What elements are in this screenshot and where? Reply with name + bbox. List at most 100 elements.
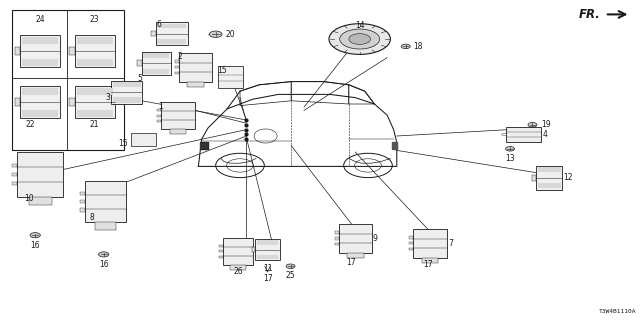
Circle shape [506,147,515,151]
Bar [223,237,253,265]
Polygon shape [200,142,208,149]
Text: 6: 6 [157,20,162,29]
Bar [175,66,179,68]
Text: 16: 16 [99,260,109,269]
Text: 12: 12 [563,173,573,182]
Text: 19: 19 [541,120,550,129]
Bar [111,81,142,104]
Bar [339,224,372,253]
Bar [536,166,562,189]
Text: 17: 17 [346,258,356,267]
Bar [77,110,113,117]
Bar [187,82,204,87]
Bar [170,130,186,134]
Text: 9: 9 [372,234,378,243]
Bar [157,24,186,28]
Bar [175,72,179,74]
Circle shape [329,24,390,54]
Text: 3: 3 [105,93,110,102]
Bar [75,35,115,67]
Bar [179,53,212,82]
Bar [161,102,195,130]
Bar [230,265,246,270]
Bar [538,183,561,188]
Bar [538,167,561,172]
Bar [113,98,141,102]
Bar [257,240,278,244]
Bar [22,59,58,66]
Text: 2: 2 [178,52,182,61]
Bar [413,229,447,258]
Text: 13: 13 [505,154,515,163]
Circle shape [340,29,380,49]
Bar [12,164,17,167]
Bar [22,110,58,117]
Bar [151,31,156,36]
Bar [77,88,113,95]
Bar [422,258,438,263]
Text: 26: 26 [233,267,243,276]
Circle shape [30,233,40,238]
Bar [85,181,127,222]
Bar [218,66,243,88]
Bar [410,242,413,244]
Bar [69,47,75,55]
Text: 16: 16 [30,241,40,250]
Text: 15: 15 [218,66,227,75]
Bar [77,59,113,66]
Text: FR.: FR. [579,8,600,21]
Bar [410,236,413,239]
Bar [157,39,186,44]
Text: 25: 25 [285,271,296,280]
Bar [255,239,280,260]
Text: 17: 17 [422,260,433,269]
Circle shape [209,31,222,37]
Bar [113,82,141,87]
Text: 1: 1 [159,102,163,111]
Bar [12,172,17,176]
Bar [157,120,161,122]
Bar [95,222,116,230]
Bar [335,237,339,240]
Text: 24: 24 [35,15,45,24]
Circle shape [528,123,537,127]
Bar [138,60,142,66]
Bar [219,250,223,252]
Bar [80,200,85,203]
Bar [80,208,85,212]
Circle shape [286,264,295,268]
Bar [69,99,75,106]
Bar [252,247,255,252]
Bar [410,248,413,250]
Text: 11: 11 [263,264,272,273]
Text: 21: 21 [90,120,99,129]
Bar [157,109,161,111]
Circle shape [401,44,410,49]
Bar [15,47,20,55]
Bar [77,37,113,44]
Bar [17,152,63,197]
Text: 15: 15 [118,139,128,148]
Bar [157,115,161,117]
Text: 17: 17 [262,274,273,283]
Bar [29,197,52,205]
Bar [131,133,156,146]
Text: 18: 18 [413,42,422,51]
Bar [219,256,223,258]
Bar [175,60,179,63]
Bar [347,253,364,258]
Bar [22,88,58,95]
Bar [22,37,58,44]
Bar [143,53,169,58]
Text: 14: 14 [355,21,365,30]
Bar [12,10,124,150]
Bar [335,243,339,245]
Bar [506,127,541,141]
Bar [219,245,223,247]
Bar [143,69,169,74]
Bar [15,99,20,106]
Text: T3W4B1110A: T3W4B1110A [599,308,637,314]
Text: 4: 4 [543,130,548,139]
Bar [75,86,115,118]
Circle shape [99,252,109,257]
